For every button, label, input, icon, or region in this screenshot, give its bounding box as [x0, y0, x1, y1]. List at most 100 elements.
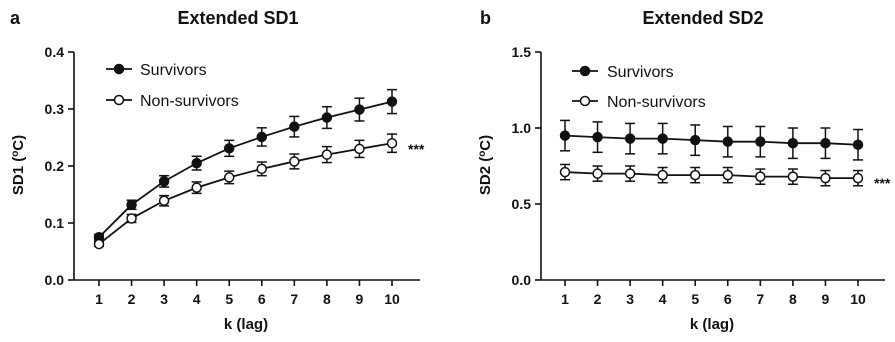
y-axis-label-a: SD1 (oC): [10, 135, 28, 195]
panel-letter-a: a: [10, 8, 21, 28]
significance-marker-b: ***: [874, 175, 891, 191]
y-tick-label-b: 0.0: [512, 272, 532, 288]
x-tick-label-b: 6: [724, 291, 732, 307]
x-tick-label-b: 8: [789, 291, 797, 307]
x-axis-label-b: k (lag): [690, 316, 734, 333]
x-tick-label-b: 10: [850, 291, 866, 307]
data-point-survivors-a: [223, 143, 235, 154]
legend-marker-non-survivors-b: [579, 95, 591, 107]
data-point-non-survivors-b: [722, 169, 734, 181]
data-point-non-survivors-b: [787, 171, 799, 182]
data-point-non-survivors-a: [321, 149, 333, 160]
data-point-survivors-a: [191, 157, 202, 169]
legend-label-non-survivors-b: Non-survivors: [607, 94, 706, 111]
y-tick-label-b: 1.0: [512, 120, 532, 136]
data-point-non-survivors-a: [158, 195, 170, 207]
legend-b: Survivors Non-survivors: [572, 64, 706, 111]
y-tick-label-a: 0.2: [45, 158, 65, 174]
x-tick-label-a: 1: [95, 291, 103, 307]
legend-item-survivors-a: Survivors: [106, 62, 207, 79]
y-tick-label-a: 0.4: [45, 44, 65, 60]
x-tick-label-a: 2: [128, 291, 136, 307]
data-point-survivors-b: [624, 133, 636, 144]
data-point-non-survivors-a: [289, 156, 300, 167]
x-axis-label-a: k (lag): [224, 316, 268, 333]
legend-marker-non-survivors-a: [113, 94, 125, 106]
legend-item-survivors-b: Survivors: [572, 64, 674, 81]
x-tick-label-b: 4: [659, 291, 667, 307]
panel-a: a Extended SD1 SD1 (oC) k (lag) Survivor…: [10, 8, 425, 333]
x-tick-label-a: 5: [225, 291, 233, 307]
data-point-non-survivors-b: [657, 169, 668, 181]
data-point-survivors-b: [592, 131, 603, 143]
data-point-non-survivors-b: [592, 168, 603, 179]
x-tick-label-a: 10: [384, 291, 400, 307]
data-point-survivors-b: [852, 139, 864, 150]
data-point-survivors-a: [256, 131, 268, 143]
y-axis-label-text-a: SD1 (oC): [10, 135, 28, 195]
data-point-survivors-a: [354, 104, 365, 115]
chart-title-b: Extended SD2: [642, 8, 763, 28]
y-tick-label-a: 0.0: [45, 272, 65, 288]
data-point-survivors-a: [158, 176, 170, 187]
x-tick-label-a: 4: [193, 291, 201, 307]
x-tick-label-b: 3: [626, 291, 634, 307]
data-point-non-survivors-a: [256, 163, 268, 175]
y-tick-label-a: 0.3: [45, 101, 65, 117]
y-axis-label-main-b: SD2 (: [477, 157, 494, 195]
x-tick-label-a: 6: [258, 291, 266, 307]
y-axis-label-main-a: SD1 (: [10, 157, 27, 195]
x-tick-label-a: 8: [323, 291, 331, 307]
data-point-survivors-b: [657, 133, 668, 144]
y-axis-label-unit-b: C): [477, 135, 494, 151]
data-point-non-survivors-a: [354, 143, 365, 155]
panel-letter-b: b: [480, 8, 491, 28]
data-point-non-survivors-b: [755, 171, 766, 182]
data-point-survivors-b: [755, 136, 766, 147]
data-point-survivors-b: [722, 136, 734, 147]
data-point-survivors-a: [386, 96, 398, 107]
data-point-non-survivors-a: [386, 137, 398, 149]
x-tick-label-a: 3: [160, 291, 168, 307]
y-tick-label-b: 1.5: [512, 44, 532, 60]
series-line-survivors-b: [564, 134, 859, 146]
data-point-non-survivors-a: [93, 238, 105, 250]
x-tick-label-b: 9: [822, 291, 830, 307]
y-axis-label-sup-a: o: [10, 151, 21, 157]
data-point-survivors-b: [820, 137, 831, 149]
data-point-survivors-a: [126, 199, 137, 211]
legend-label-survivors-b: Survivors: [607, 64, 674, 81]
y-axis-label-b: SD2 (oC): [477, 135, 495, 195]
data-point-non-survivors-b: [559, 166, 571, 178]
y-axis-label-unit-a: C): [10, 135, 27, 151]
series-line-survivors-a: [98, 100, 393, 238]
legend-label-survivors-a: Survivors: [140, 62, 207, 79]
x-tick-label-a: 9: [356, 291, 364, 307]
data-point-non-survivors-b: [820, 172, 831, 184]
data-point-non-survivors-a: [223, 172, 235, 183]
y-axis-label-text-b: SD2 (oC): [477, 135, 495, 195]
data-point-non-survivors-b: [624, 168, 636, 179]
legend-label-non-survivors-a: Non-survivors: [140, 93, 239, 110]
data-point-survivors-b: [787, 137, 799, 149]
chart-title-a: Extended SD1: [177, 8, 298, 28]
panel-b: b Extended SD2 SD2 (oC) k (lag) Survivor…: [477, 8, 891, 333]
x-tick-label-b: 7: [756, 291, 764, 307]
y-axis-label-sup-b: o: [477, 151, 488, 157]
legend-a: Survivors Non-survivors: [106, 62, 239, 110]
y-tick-label-a: 0.1: [45, 215, 65, 231]
x-tick-label-b: 5: [691, 291, 699, 307]
x-tick-label-a: 7: [290, 291, 298, 307]
data-point-non-survivors-a: [191, 182, 202, 193]
data-point-non-survivors-b: [852, 172, 864, 184]
legend-marker-survivors-a: [113, 63, 125, 75]
data-point-survivors-b: [559, 130, 571, 141]
data-point-non-survivors-b: [689, 169, 701, 181]
data-point-survivors-a: [289, 121, 300, 132]
data-point-non-survivors-a: [126, 213, 137, 224]
series-line-non-survivors-a: [98, 142, 393, 245]
legend-item-non-survivors-a: Non-survivors: [106, 93, 239, 110]
y-tick-label-b: 0.5: [512, 196, 532, 212]
